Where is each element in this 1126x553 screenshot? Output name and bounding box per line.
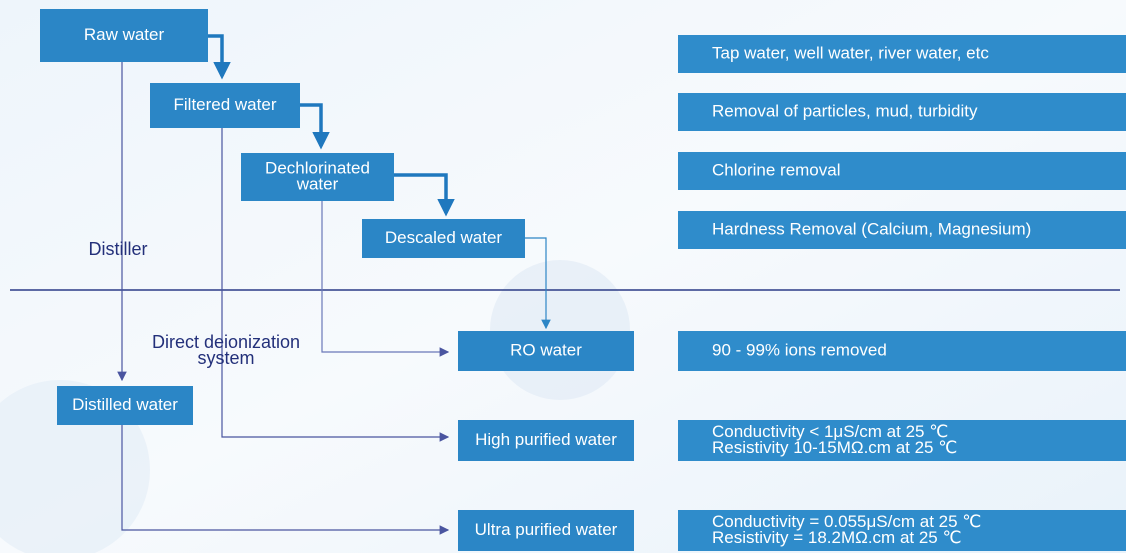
node-label: Ultra purified water	[475, 520, 618, 539]
node-label: Raw water	[84, 25, 165, 44]
description-text: Hardness Removal (Calcium, Magnesium)	[712, 219, 1031, 238]
description-text: Resistivity = 18.2MΩ.cm at 25 ℃	[712, 528, 962, 547]
node-label: Distilled water	[72, 395, 178, 414]
process-label: Distiller	[88, 239, 147, 259]
node-label: High purified water	[475, 430, 617, 449]
diagram: Raw waterFiltered waterDechlorinatedwate…	[0, 0, 1126, 553]
description-text: Chlorine removal	[712, 160, 841, 179]
node-label: Descaled water	[385, 228, 503, 247]
description-text: 90 - 99% ions removed	[712, 340, 887, 359]
node-label: RO water	[510, 340, 582, 359]
description-text: Removal of particles, mud, turbidity	[712, 101, 978, 120]
process-label: system	[197, 348, 254, 368]
description-text: Tap water, well water, river water, etc	[712, 43, 989, 62]
node-label: water	[296, 174, 339, 193]
node-label: Filtered water	[174, 95, 277, 114]
decor	[490, 260, 630, 400]
description-text: Resistivity 10-15MΩ.cm at 25 ℃	[712, 438, 957, 457]
